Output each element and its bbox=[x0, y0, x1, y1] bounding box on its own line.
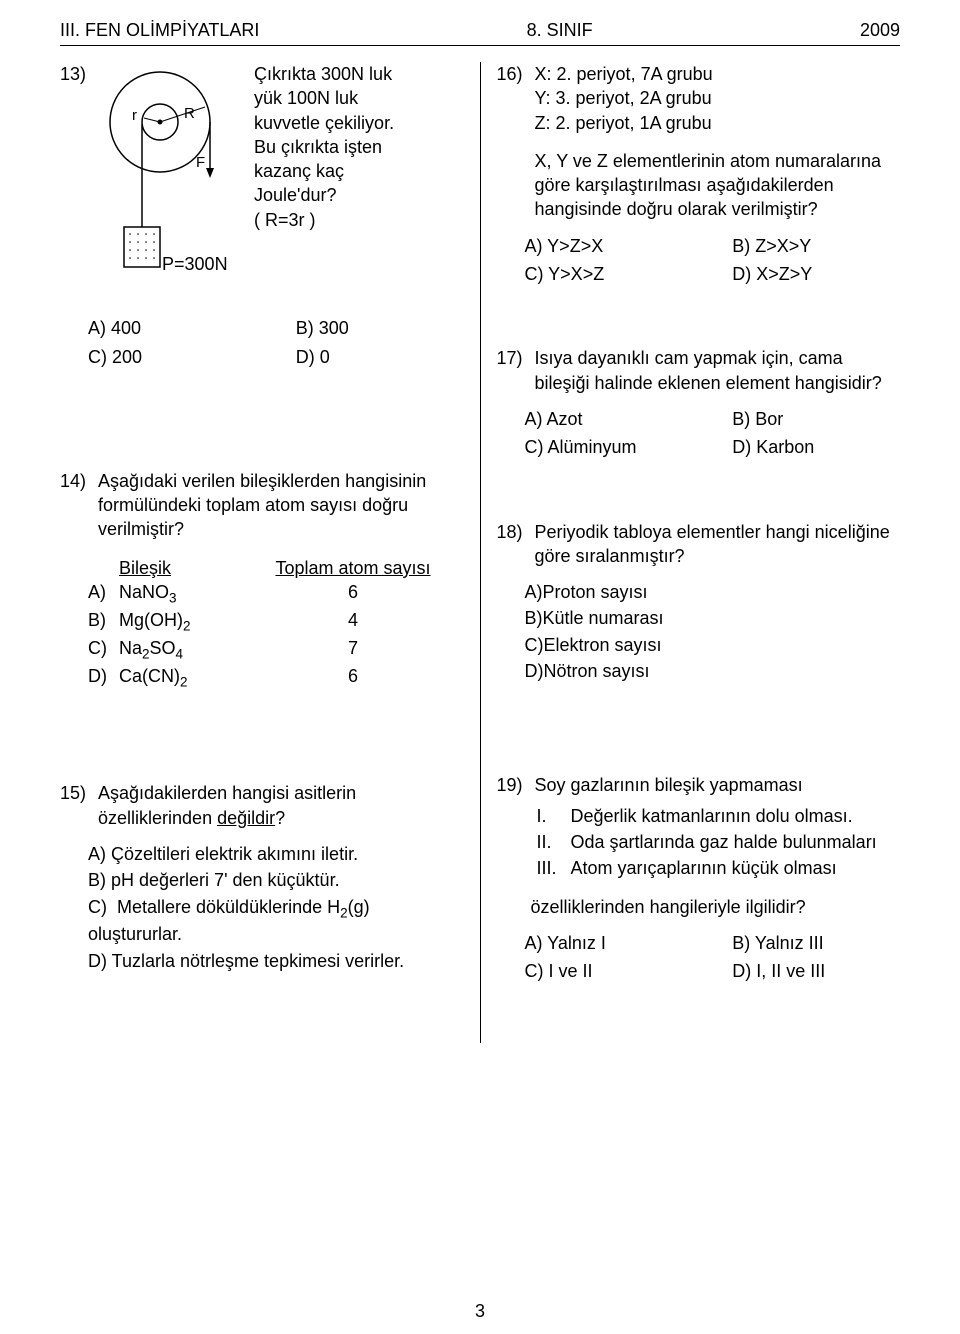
q13-text: Çıkrıkta 300N luk yük 100N luk kuvvetle … bbox=[254, 62, 463, 232]
q13-opt-d: D) 0 bbox=[296, 345, 464, 369]
q16-opt-c: C) Y>X>Z bbox=[525, 262, 693, 286]
q14-col1-hdr: Bileşik bbox=[119, 556, 191, 580]
q13-number: 13) bbox=[60, 62, 86, 86]
question-19: 19) Soy gazlarının bileşik yapmaması I.D… bbox=[497, 773, 901, 983]
q13-opt-b: B) 300 bbox=[296, 316, 464, 340]
q13-opt-c: C) 200 bbox=[88, 345, 256, 369]
q17-number: 17) bbox=[497, 346, 523, 370]
q16-opt-d: D) X>Z>Y bbox=[732, 262, 900, 286]
q19-number: 19) bbox=[497, 773, 523, 797]
q16-opt-a: A) Y>Z>X bbox=[525, 234, 693, 258]
page-number: 3 bbox=[475, 1301, 485, 1322]
header-left: III. FEN OLİMPİYATLARI bbox=[60, 20, 259, 41]
exam-page: III. FEN OLİMPİYATLARI 8. SINIF 2009 13) bbox=[0, 0, 960, 1334]
q14-col2-hdr: Toplam atom sayısı bbox=[203, 556, 464, 580]
question-14: 14) Aşağıdaki verilen bileşiklerden hang… bbox=[60, 469, 464, 691]
q17-opt-a: A) Azot bbox=[525, 407, 693, 431]
q18-opt-b: B)Kütle numarası bbox=[525, 606, 901, 630]
diagram-R-label: R bbox=[184, 105, 195, 122]
diagram-r-label: r bbox=[132, 107, 137, 124]
q15-text: Aşağıdakilerden hangisi asitlerin özelli… bbox=[98, 781, 463, 830]
q14-row-c-formula: Na2SO4 bbox=[119, 636, 191, 664]
q15-opt-c: C) Metallere döküldüklerinde H2(g) oluşt… bbox=[88, 895, 464, 947]
q14-number: 14) bbox=[60, 469, 86, 493]
q13-diagram: r R F bbox=[100, 62, 240, 276]
q17-opt-b: B) Bor bbox=[732, 407, 900, 431]
q15-opt-d: D) Tuzlarla nötrleşme tepkimesi verirler… bbox=[88, 949, 464, 973]
q18-opt-a: A)Proton sayısı bbox=[525, 580, 901, 604]
question-17: 17) Isıya dayanıklı cam yapmak için, cam… bbox=[497, 346, 901, 459]
q15-opt-b: B) pH değerleri 7' den küçüktür. bbox=[88, 868, 464, 892]
q19-text: Soy gazlarının bileşik yapmaması bbox=[535, 773, 803, 797]
q16-text: X, Y ve Z elementlerinin atom numaraları… bbox=[535, 149, 900, 222]
question-15: 15) Aşağıdakilerden hangisi asitlerin öz… bbox=[60, 781, 464, 973]
q18-opt-d: D)Nötron sayısı bbox=[525, 659, 901, 683]
q14-row-d-formula: Ca(CN)2 bbox=[119, 664, 191, 692]
q16-number: 16) bbox=[497, 62, 523, 86]
q18-opt-c: C)Elektron sayısı bbox=[525, 633, 901, 657]
q19-opt-b: B) Yalnız III bbox=[732, 931, 900, 955]
q17-opt-d: D) Karbon bbox=[732, 435, 900, 459]
question-18: 18) Periyodik tabloya elementler hangi n… bbox=[497, 520, 901, 684]
header-right: 2009 bbox=[860, 20, 900, 41]
q13-opt-a: A) 400 bbox=[88, 316, 256, 340]
q15-number: 15) bbox=[60, 781, 86, 805]
left-column: 13) r R bbox=[60, 62, 481, 1043]
page-header: III. FEN OLİMPİYATLARI 8. SINIF 2009 bbox=[60, 20, 900, 46]
q15-opt-a: A) Çözeltileri elektrik akımını iletir. bbox=[88, 842, 464, 866]
q17-opt-c: C) Alüminyum bbox=[525, 435, 693, 459]
header-center: 8. SINIF bbox=[527, 20, 593, 41]
content-columns: 13) r R bbox=[60, 62, 900, 1043]
question-16: 16) X: 2. periyot, 7A grubu Y: 3. periyo… bbox=[497, 62, 901, 286]
question-13: 13) r R bbox=[60, 62, 464, 369]
q17-text: Isıya dayanıklı cam yapmak için, cama bi… bbox=[535, 346, 900, 395]
q19-roman-list: I.Değerlik katmanlarının dolu olması. II… bbox=[537, 804, 901, 881]
q14-row-b-formula: Mg(OH)2 bbox=[119, 608, 191, 636]
q19-opt-a: A) Yalnız I bbox=[525, 931, 693, 955]
q14-text: Aşağıdaki verilen bileşiklerden hangisin… bbox=[98, 469, 463, 542]
q18-text: Periyodik tabloya elementler hangi nicel… bbox=[535, 520, 900, 569]
q19-opt-d: D) I, II ve III bbox=[732, 959, 900, 983]
q14-row-a-formula: NaNO3 bbox=[119, 580, 191, 608]
right-column: 16) X: 2. periyot, 7A grubu Y: 3. periyo… bbox=[481, 62, 901, 1043]
q19-text2: özelliklerinden hangileriyle ilgilidir? bbox=[531, 895, 901, 919]
q19-opt-c: C) I ve II bbox=[525, 959, 693, 983]
q18-number: 18) bbox=[497, 520, 523, 544]
q16-opt-b: B) Z>X>Y bbox=[732, 234, 900, 258]
diagram-F-label: F bbox=[196, 154, 205, 171]
diagram-P-label: P=300N bbox=[162, 252, 240, 276]
